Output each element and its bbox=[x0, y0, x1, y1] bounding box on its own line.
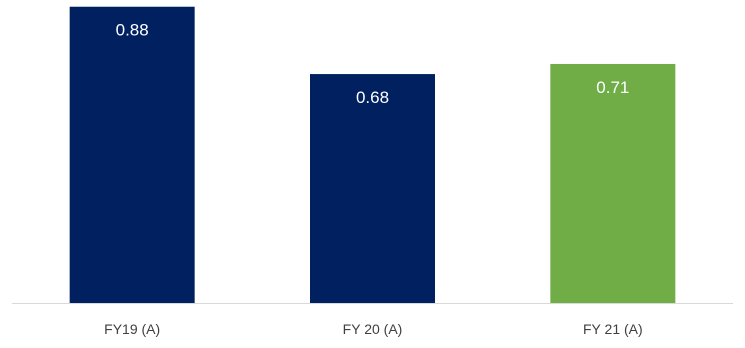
category-label-1: FY19 (A) bbox=[104, 321, 160, 337]
bar-3 bbox=[550, 63, 676, 303]
data-labels-group: 0.88 0.68 0.71 bbox=[116, 21, 630, 107]
bars-group bbox=[69, 6, 676, 303]
category-label-2: FY 20 (A) bbox=[343, 321, 403, 337]
category-label-3: FY 21 (A) bbox=[583, 321, 643, 337]
data-label-2: 0.68 bbox=[356, 88, 389, 107]
data-label-1: 0.88 bbox=[116, 21, 149, 40]
category-labels-group: FY19 (A) FY 20 (A) FY 21 (A) bbox=[104, 321, 643, 337]
bar-1 bbox=[69, 6, 195, 303]
bar-2 bbox=[310, 74, 435, 303]
data-label-3: 0.71 bbox=[596, 78, 629, 97]
